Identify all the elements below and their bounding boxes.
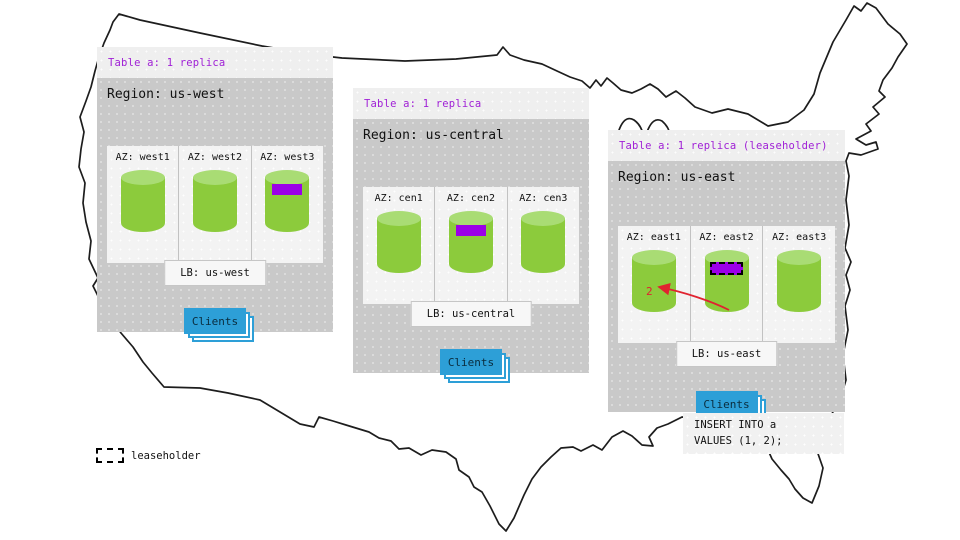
us-border-path <box>78 2 908 532</box>
clients-label: Clients <box>440 349 502 375</box>
replica-chip <box>272 184 303 195</box>
region-title: Region: us-west <box>107 87 225 102</box>
table-replica-label: Table a: 1 replica (leaseholder) <box>619 139 828 152</box>
load-balancer-box: LB: us-east <box>675 341 778 367</box>
panel-body-us-central: Region: us-central AZ: cen1 AZ: cen2 AZ:… <box>353 119 589 383</box>
database-cylinder-icon <box>192 170 237 232</box>
az-cell-cen1: AZ: cen1 <box>363 187 436 304</box>
load-balancer-label: LB: us-central <box>426 308 516 320</box>
az-label: AZ: east1 <box>626 232 681 243</box>
panel-body-us-west: Region: us-west AZ: west1 AZ: west2 AZ: … <box>97 78 333 342</box>
az-cell-east1: AZ: east1 <box>618 226 691 343</box>
cylinder-top <box>521 211 566 226</box>
panel-us-central: Table a: 1 replica Region: us-central AZ… <box>353 88 589 383</box>
cylinder-body <box>631 257 676 312</box>
leaseholder-chip <box>709 262 743 275</box>
az-row-us-central: AZ: cen1 AZ: cen2 AZ: cen3 <box>363 187 579 304</box>
table-replica-label: Table a: 1 replica <box>108 56 226 69</box>
az-cell-west1: AZ: west1 <box>107 146 180 263</box>
az-label: AZ: east3 <box>772 232 827 243</box>
lake-michigan-arc <box>617 117 644 135</box>
az-cell-cen2: AZ: cen2 <box>435 187 508 304</box>
load-balancer-label: LB: us-west <box>180 267 250 279</box>
region-title: Region: us-east <box>618 170 736 185</box>
cylinder-top <box>631 250 676 265</box>
az-row-us-west: AZ: west1 AZ: west2 AZ: west3 <box>107 146 323 263</box>
table-replica-header: Table a: 1 replica (leaseholder) <box>608 130 845 161</box>
cylinder-top <box>777 250 822 265</box>
load-balancer-label: LB: us-east <box>691 348 762 360</box>
panel-us-east: Table a: 1 replica (leaseholder) Region:… <box>608 130 845 425</box>
az-cell-west2: AZ: west2 <box>179 146 252 263</box>
az-cell-east2: AZ: east2 <box>691 226 764 343</box>
cylinder-body <box>120 177 165 232</box>
cylinder-top <box>120 170 165 185</box>
legend-label: leaseholder <box>131 449 201 462</box>
az-label: AZ: west2 <box>187 152 243 163</box>
database-cylinder-icon <box>120 170 165 232</box>
cylinder-top <box>192 170 237 185</box>
cylinder-body <box>192 177 237 232</box>
az-cell-east3: AZ: east3 <box>763 226 835 343</box>
replica-chip <box>455 225 486 236</box>
cylinder-top <box>265 170 310 185</box>
arrow-step-label: 2 <box>646 285 653 298</box>
az-cell-cen3: AZ: cen3 <box>508 187 579 304</box>
cylinder-body <box>376 218 421 273</box>
clients-label: Clients <box>184 308 246 334</box>
cylinder-top <box>448 211 493 226</box>
database-cylinder-icon <box>376 211 421 273</box>
az-cell-west3: AZ: west3 <box>252 146 323 263</box>
database-cylinder-icon <box>631 250 676 312</box>
cylinder-top <box>704 250 749 265</box>
az-label: AZ: cen2 <box>446 193 496 204</box>
cylinder-body <box>521 218 566 273</box>
load-balancer-box: LB: us-west <box>164 260 266 286</box>
database-cylinder-icon <box>777 250 822 312</box>
az-label: AZ: east2 <box>699 232 754 243</box>
table-replica-header: Table a: 1 replica <box>353 88 589 119</box>
database-cylinder-icon <box>448 211 493 273</box>
database-cylinder-icon <box>521 211 566 273</box>
table-replica-label: Table a: 1 replica <box>364 97 482 110</box>
database-cylinder-icon <box>265 170 310 232</box>
az-label: AZ: cen3 <box>519 193 568 204</box>
database-cylinder-icon <box>704 250 749 312</box>
sql-statement: INSERT INTO a VALUES (1, 2); <box>683 413 844 454</box>
az-label: AZ: west3 <box>260 152 315 163</box>
az-label: AZ: cen1 <box>374 193 423 204</box>
az-row-us-east: AZ: east1 AZ: east2 AZ: east3 <box>618 226 835 343</box>
region-title: Region: us-central <box>363 128 504 143</box>
leaseholder-swatch-icon <box>96 448 124 463</box>
legend-leaseholder: leaseholder <box>96 448 201 463</box>
cylinder-top <box>376 211 421 226</box>
clients-label: Clients <box>695 391 758 417</box>
sql-line: VALUES (1, 2); <box>694 434 783 447</box>
table-replica-header: Table a: 1 replica <box>97 47 333 78</box>
clients-node: Clients <box>184 308 254 342</box>
clients-node: Clients <box>440 349 510 383</box>
cylinder-body <box>777 257 822 312</box>
load-balancer-box: LB: us-central <box>410 301 532 327</box>
panel-body-us-east: Region: us-east AZ: east1 AZ: east2 AZ: … <box>608 161 845 425</box>
sql-line: INSERT INTO a <box>694 419 777 431</box>
az-label: AZ: west1 <box>115 152 170 163</box>
panel-us-west: Table a: 1 replica Region: us-west AZ: w… <box>97 47 333 342</box>
